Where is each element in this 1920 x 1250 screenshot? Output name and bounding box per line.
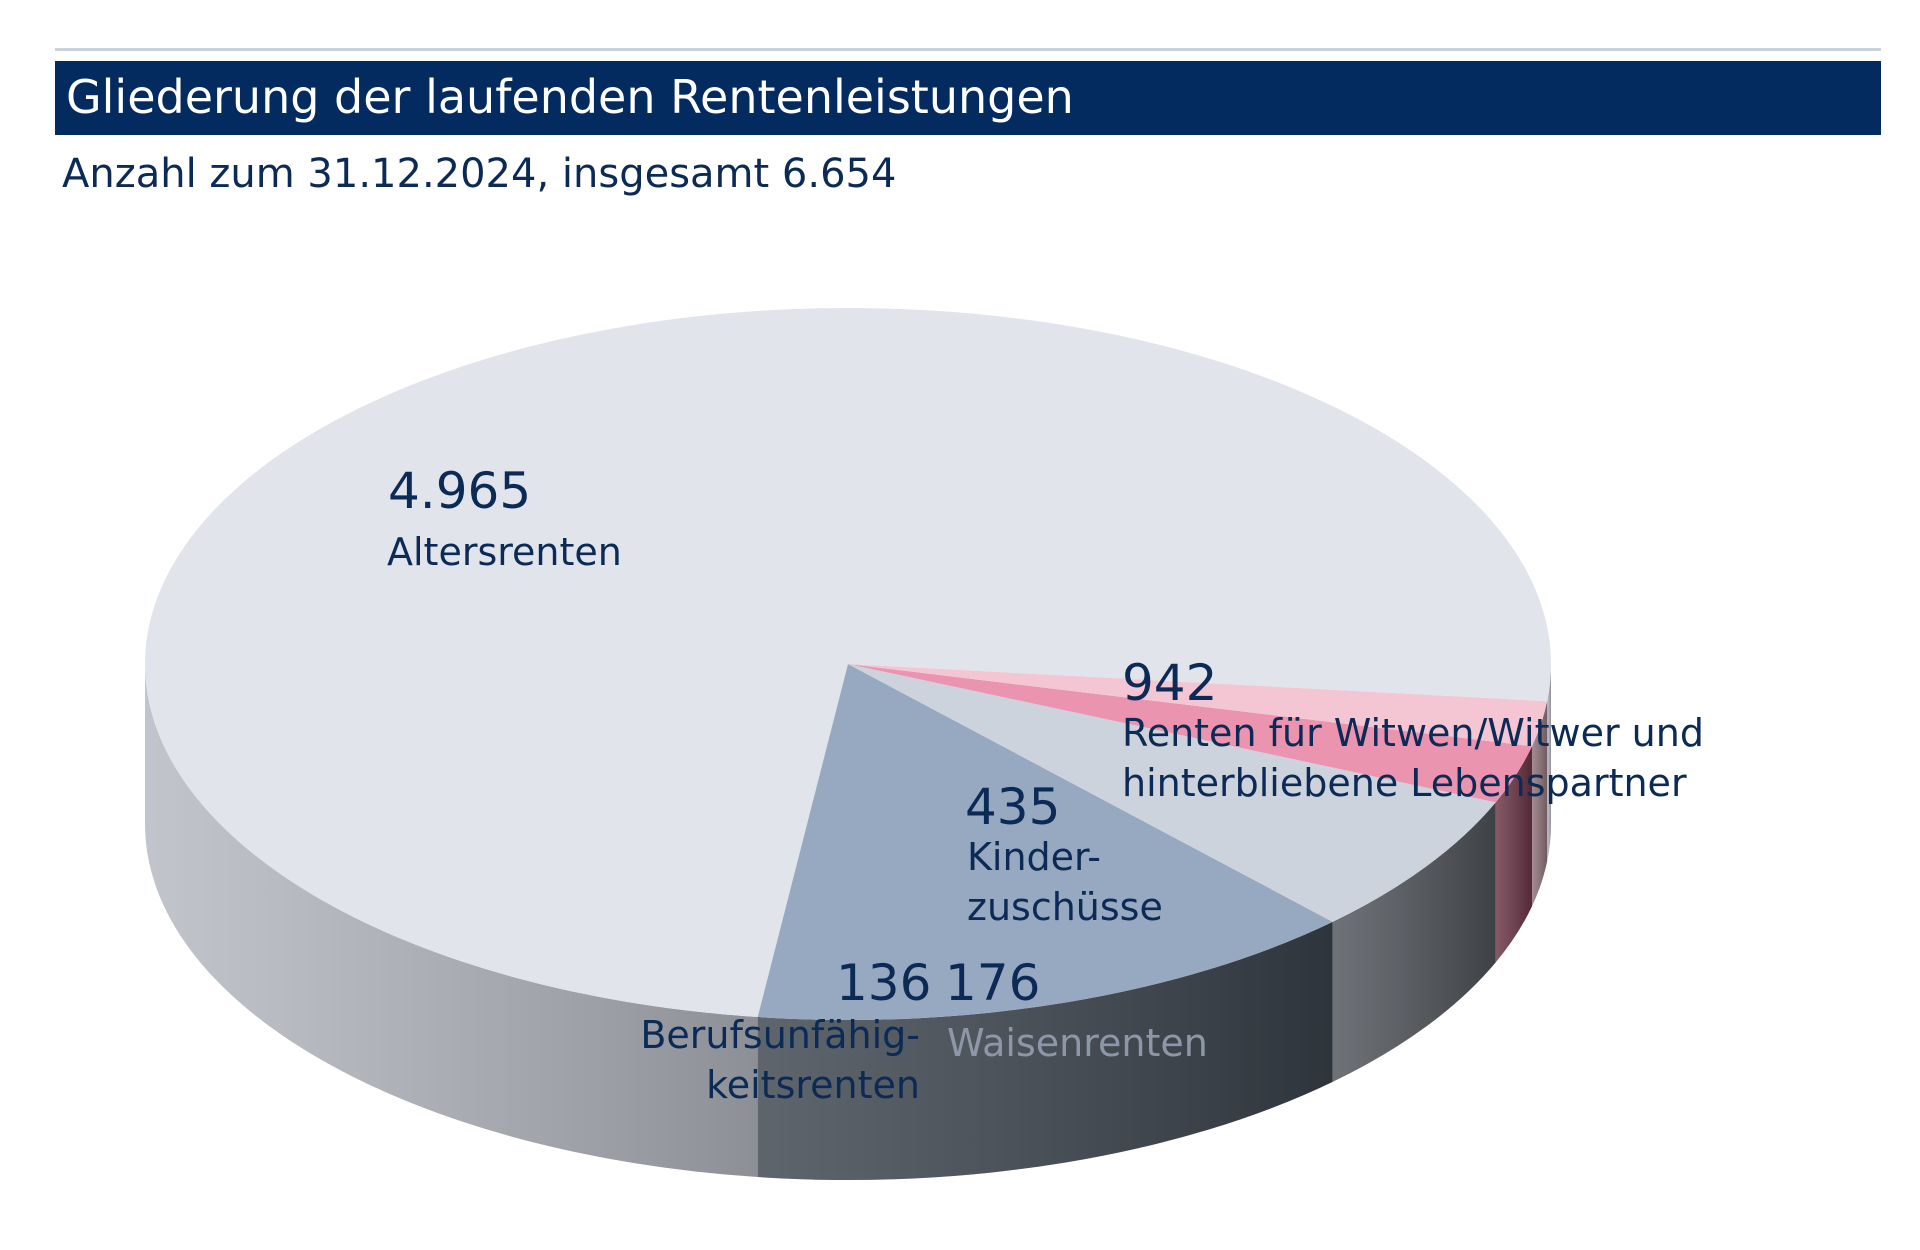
chart-title: Gliederung der laufenden Rentenleistunge…: [66, 70, 1074, 124]
pie-slice-waisenrenten: [848, 664, 1532, 803]
pie-side-shade: [1332, 802, 1496, 1082]
title-bar: [55, 61, 1881, 135]
category-label-waisenrenten: Waisenrenten: [947, 1018, 1208, 1068]
category-label-line: hinterbliebene Lebenspartner: [1122, 761, 1687, 805]
category-label-berufsunfaehigkeitsrenten: Berufsunfähig-keitsrenten: [640, 1010, 920, 1110]
pie-side-shade: [757, 921, 1333, 1181]
pie-slice-renten-fuer-witwen-witwer-und-hinterbliebene-lebenspartner: [757, 664, 1333, 1020]
top-rule: [55, 48, 1881, 51]
category-label-line: Altersrenten: [387, 530, 622, 574]
value-label-altersrenten: 4.965: [388, 462, 532, 520]
category-label-line: keitsrenten: [706, 1063, 920, 1107]
pie-side-shade: [1495, 746, 1532, 963]
pie-slice-altersrenten: [145, 308, 1552, 1018]
value-label-kinderzuschuesse: 435: [965, 778, 1061, 836]
category-label-line: Renten für Witwen/Witwer und: [1122, 711, 1704, 755]
pie-side-shade: [144, 664, 758, 1178]
pie-slice-berufsunfaehigkeitsrenten: [848, 664, 1548, 747]
chart-subtitle: Anzahl zum 31.12.2024, insgesamt 6.654: [62, 151, 897, 197]
category-label-line: Kinder-: [967, 835, 1101, 879]
value-label-berufsunfaehigkeitsrenten: 136: [836, 954, 932, 1012]
category-label-line: Berufsunfähig-: [640, 1013, 920, 1057]
pie-side-shade: [1531, 701, 1548, 907]
pie-side-shade: [1547, 664, 1551, 862]
value-label-waisenrenten: 176: [945, 954, 1041, 1012]
pie-slice-kinderzuschuesse: [848, 664, 1496, 922]
category-label-altersrenten: Altersrenten: [387, 527, 622, 577]
category-label-renten-fuer-witwen-witwer-und-hinterbliebene-lebenspartner: Renten für Witwen/Witwer und hinterbliebe…: [1122, 708, 1704, 808]
category-label-line: zuschüsse: [967, 885, 1163, 929]
value-label-renten-fuer-witwen-witwer-und-hinterbliebene-lebenspartner: 942: [1122, 654, 1218, 712]
category-label-line: Waisenrenten: [947, 1021, 1208, 1065]
category-label-kinderzuschuesse: Kinder-zuschüsse: [967, 832, 1163, 932]
